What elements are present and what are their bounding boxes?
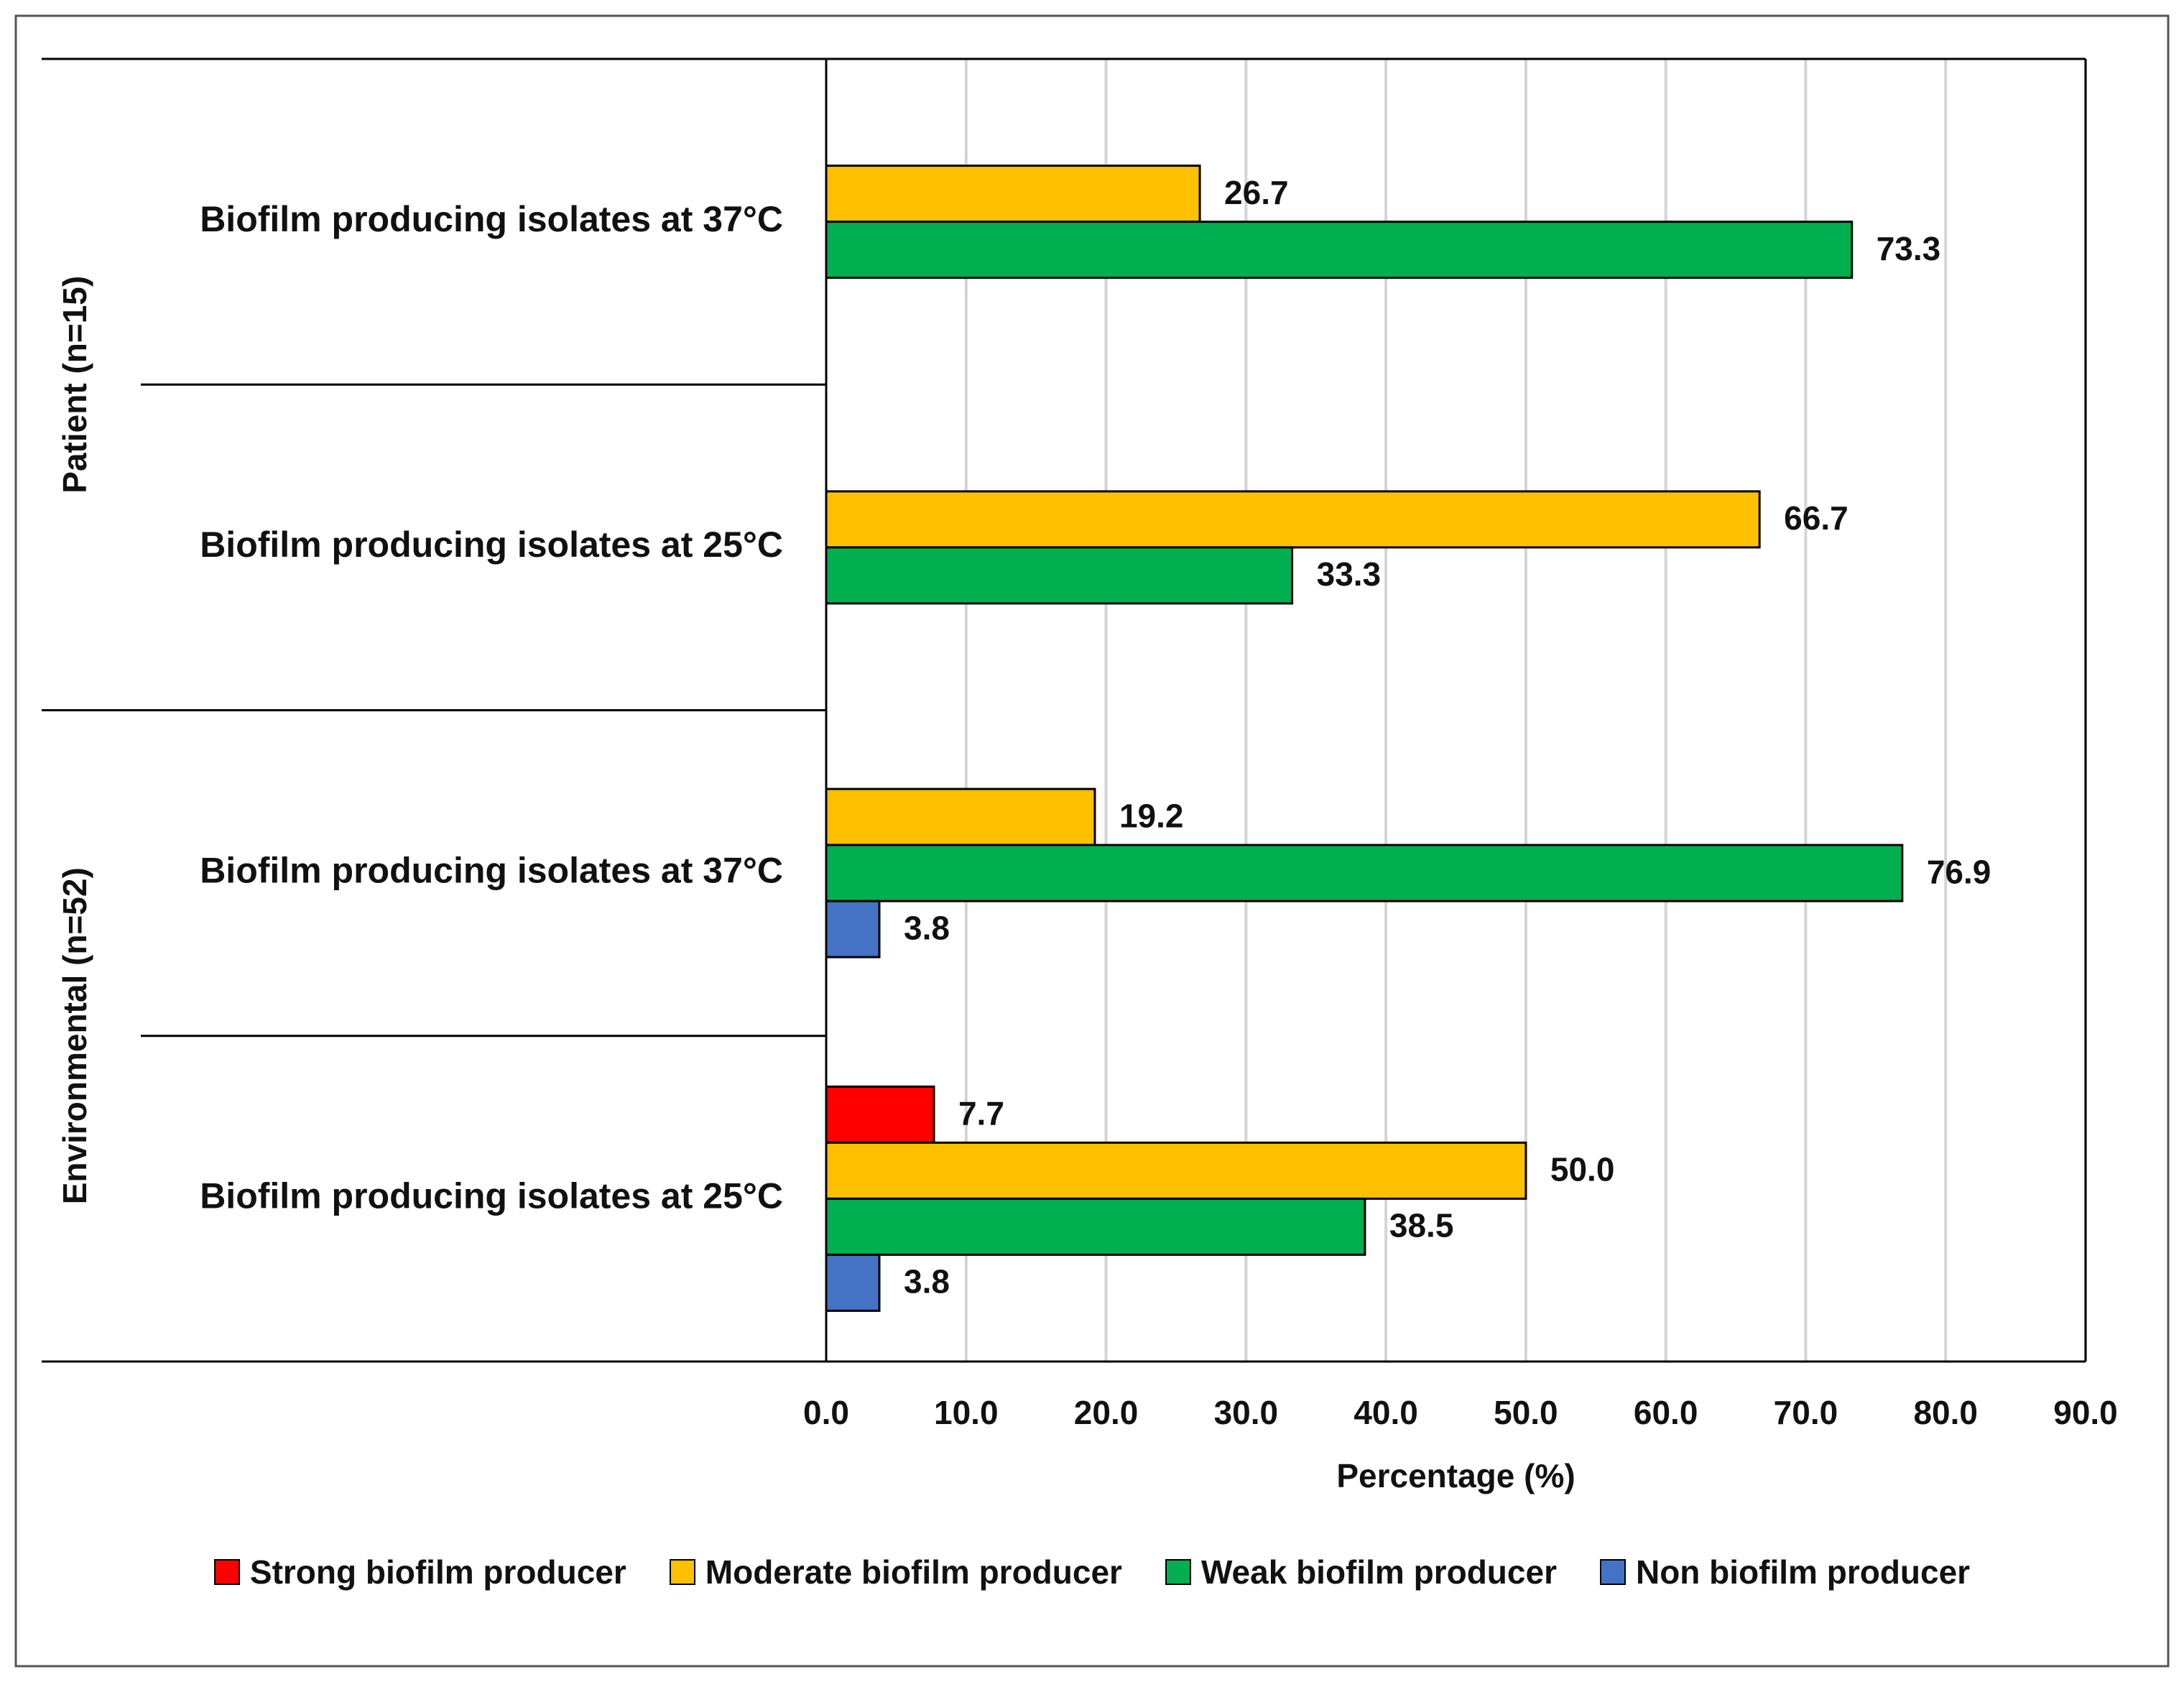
x-tick-label: 90.0 bbox=[2053, 1394, 2118, 1431]
legend-swatch bbox=[1165, 1559, 1191, 1585]
bar bbox=[825, 165, 1201, 223]
x-tick-label: 20.0 bbox=[1074, 1394, 1139, 1431]
bar bbox=[825, 787, 1096, 846]
x-tick-label: 0.0 bbox=[803, 1394, 849, 1431]
x-tick-label: 60.0 bbox=[1634, 1394, 1698, 1431]
legend-label: Non biofilm producer bbox=[1635, 1553, 1971, 1591]
bar bbox=[825, 900, 881, 958]
data-label: 26.7 bbox=[1224, 174, 1289, 211]
legend-item: Non biofilm producer bbox=[1599, 1553, 1971, 1591]
legend-label: Strong biofilm producer bbox=[249, 1553, 626, 1591]
data-label: 50.0 bbox=[1550, 1151, 1615, 1188]
bar bbox=[825, 490, 1761, 549]
x-tick-label: 10.0 bbox=[934, 1394, 999, 1431]
data-label: 66.7 bbox=[1784, 499, 1848, 537]
bar bbox=[825, 844, 1904, 902]
data-label: 3.8 bbox=[904, 1263, 950, 1300]
legend-label: Weak biofilm producer bbox=[1200, 1553, 1557, 1591]
legend-swatch bbox=[669, 1559, 695, 1585]
legend-swatch bbox=[213, 1559, 240, 1585]
bar bbox=[825, 221, 1854, 279]
legend: Strong biofilm producer Moderate biofilm … bbox=[0, 1543, 2184, 1601]
x-tick-label: 30.0 bbox=[1214, 1394, 1279, 1431]
legend-swatch bbox=[1599, 1559, 1626, 1585]
data-label: 7.7 bbox=[958, 1095, 1004, 1132]
x-axis-title: Percentage (%) bbox=[1336, 1457, 1575, 1494]
data-label: 33.3 bbox=[1317, 555, 1382, 593]
legend-label: Moderate biofilm producer bbox=[705, 1553, 1122, 1591]
bar bbox=[825, 1141, 1527, 1200]
bar bbox=[825, 546, 1294, 605]
data-label: 38.5 bbox=[1389, 1207, 1454, 1244]
x-tick-label: 40.0 bbox=[1354, 1394, 1418, 1431]
category-label: Biofilm producing isolates at 25°C bbox=[200, 524, 783, 565]
data-label: 19.2 bbox=[1119, 797, 1184, 834]
data-label: 76.9 bbox=[1927, 853, 1991, 890]
bar bbox=[825, 1197, 1366, 1256]
category-label: Biofilm producing isolates at 37°C bbox=[200, 850, 783, 890]
x-tick-label: 80.0 bbox=[1913, 1394, 1978, 1431]
data-label: 3.8 bbox=[904, 909, 950, 946]
x-tick-label: 50.0 bbox=[1494, 1394, 1558, 1431]
legend-item: Moderate biofilm producer bbox=[669, 1553, 1122, 1591]
legend-item: Strong biofilm producer bbox=[213, 1553, 626, 1591]
group-label: Patient (n=15) bbox=[56, 276, 93, 494]
category-label: Biofilm producing isolates at 25°C bbox=[200, 1176, 783, 1216]
bar bbox=[825, 1085, 935, 1144]
group-label: Environmental (n=52) bbox=[56, 867, 93, 1204]
x-tick-label: 70.0 bbox=[1774, 1394, 1838, 1431]
bar bbox=[825, 1253, 881, 1312]
category-label: Biofilm producing isolates at 37°C bbox=[200, 199, 783, 239]
legend-item: Weak biofilm producer bbox=[1165, 1553, 1557, 1591]
data-label: 73.3 bbox=[1877, 230, 1941, 267]
